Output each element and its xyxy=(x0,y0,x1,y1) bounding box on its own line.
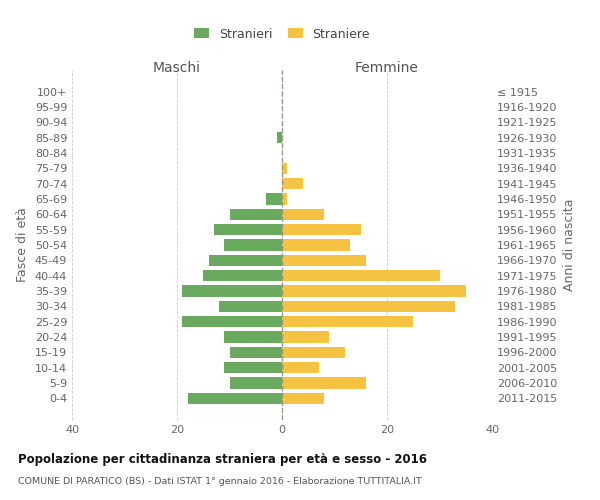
Bar xyxy=(282,300,455,312)
Text: COMUNE DI PARATICO (BS) - Dati ISTAT 1° gennaio 2016 - Elaborazione TUTTITALIA.I: COMUNE DI PARATICO (BS) - Dati ISTAT 1° … xyxy=(18,478,422,486)
Bar xyxy=(229,346,282,358)
Text: Femmine: Femmine xyxy=(355,61,419,75)
Text: Popolazione per cittadinanza straniera per età e sesso - 2016: Popolazione per cittadinanza straniera p… xyxy=(18,452,427,466)
Text: Maschi: Maschi xyxy=(153,61,201,75)
Bar xyxy=(224,239,282,251)
Bar xyxy=(282,193,287,204)
Y-axis label: Fasce di età: Fasce di età xyxy=(16,208,29,282)
Bar xyxy=(209,254,282,266)
Bar xyxy=(282,346,345,358)
Bar xyxy=(182,316,282,328)
Bar xyxy=(282,162,287,174)
Bar xyxy=(229,378,282,389)
Bar xyxy=(203,270,282,281)
Bar xyxy=(277,132,282,143)
Bar xyxy=(187,392,282,404)
Bar xyxy=(282,178,303,190)
Bar xyxy=(282,208,324,220)
Bar xyxy=(282,270,439,281)
Y-axis label: Anni di nascita: Anni di nascita xyxy=(563,198,576,291)
Bar xyxy=(224,332,282,343)
Bar xyxy=(224,362,282,374)
Bar xyxy=(282,316,413,328)
Bar xyxy=(282,254,366,266)
Bar xyxy=(282,239,350,251)
Bar xyxy=(282,378,366,389)
Bar xyxy=(266,193,282,204)
Bar xyxy=(282,332,329,343)
Bar xyxy=(214,224,282,235)
Legend: Stranieri, Straniere: Stranieri, Straniere xyxy=(190,24,374,44)
Bar xyxy=(282,392,324,404)
Bar xyxy=(282,362,319,374)
Bar xyxy=(229,208,282,220)
Bar xyxy=(282,224,361,235)
Bar xyxy=(182,286,282,297)
Bar xyxy=(282,286,466,297)
Bar xyxy=(219,300,282,312)
